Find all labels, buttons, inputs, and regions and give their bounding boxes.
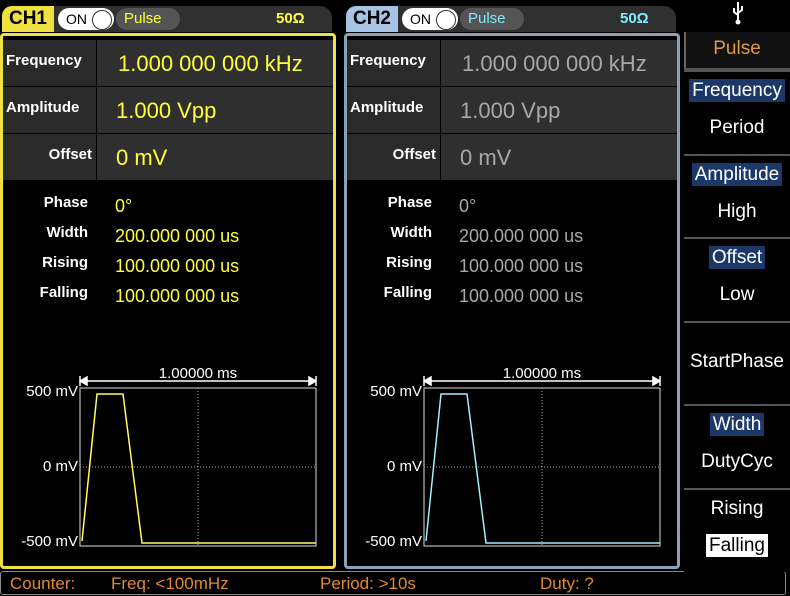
detail-value: 100.000 000 us [459,286,584,306]
status-duty: Duty: ? [540,574,594,593]
status-freq: Freq: <100mHz [111,574,229,593]
detail-value: 200.000 000 us [115,226,240,246]
menu-primary-text[interactable]: Frequency [689,79,785,102]
detail-label: Phase [387,194,432,211]
param-value-cell [441,134,677,180]
channel-body [0,33,336,569]
menu-title: Pulse [684,38,790,70]
detail-value: 100.000 000 us [459,256,584,276]
y-label: -500 mV [365,533,422,550]
detail-label: Falling [383,284,432,301]
y-label: 0 mV [386,458,422,475]
detail-value: 100.000 000 us [115,256,240,276]
param-value: 0 mV [116,145,168,170]
menu-primary-text[interactable]: Width [709,413,765,436]
toggle-knob [436,10,456,30]
menu-secondary: Low [684,284,790,306]
menu-secondary-text[interactable]: Falling [706,533,768,557]
menu-primary-text[interactable]: Amplitude [691,162,783,186]
toggle-knob [92,10,112,30]
menu-secondary-text[interactable]: High [717,200,757,222]
detail-value: 0° [115,196,133,216]
param-label: Amplitude [6,99,80,116]
param-value-cell [97,40,333,86]
waveform-trace [425,393,660,544]
param-label-cell [347,87,440,133]
menu-secondary-text[interactable]: Low [719,284,755,305]
channel-waveform: Pulse [460,8,524,30]
menu-primary-text[interactable]: Rising [710,497,764,519]
y-label: 500 mV [370,383,422,400]
detail-label: Phase [43,194,88,211]
detail-label: Width [390,224,432,241]
span-arrow [78,375,318,387]
param-label: Frequency [350,52,426,69]
param-value: 1.000 Vpp [460,98,561,123]
param-label-cell [3,40,96,86]
detail-value: 100.000 000 us [115,286,240,306]
menu-secondary-text[interactable]: DutyCyc [701,451,773,472]
param-value-cell [97,134,333,180]
menu-secondary: Falling [684,533,790,557]
menu-primary: StartPhase [684,351,790,373]
status-counter: Counter: [10,574,76,593]
channel-name: CH1 [2,6,54,32]
waveform-trace [81,393,316,544]
channel-load: 50Ω [620,10,649,27]
time-span: 1.00000 ms [502,365,582,382]
param-value-cell [441,40,677,86]
menu-primary: Width [684,413,790,436]
param-value: 1.000 000 000 kHz [118,51,303,76]
time-span: 1.00000 ms [158,365,238,382]
channel-waveform: Pulse [116,8,180,30]
usb-icon [733,2,743,25]
menu-secondary-text[interactable]: Period [709,117,765,138]
menu-primary: Amplitude [684,162,790,186]
param-label: Offset [392,146,436,163]
param-label-cell [347,40,440,86]
param-value: 0 mV [460,145,512,170]
menu-primary: Rising [684,498,790,520]
y-label: -500 mV [21,533,78,550]
channel-name: CH2 [346,6,398,32]
detail-label: Falling [39,284,88,301]
param-value-cell [441,87,677,133]
param-label-cell [3,134,96,180]
param-label-cell [347,134,440,180]
y-label: 500 mV [26,383,78,400]
param-label: Amplitude [350,99,424,116]
menu-secondary: DutyCyc [684,451,790,473]
param-label-cell [3,87,96,133]
param-label: Offset [48,146,92,163]
detail-value: 200.000 000 us [459,226,584,246]
menu-primary: Frequency [684,79,790,102]
detail-value: 0° [459,196,477,216]
waveform-preview [422,375,662,547]
y-label: 0 mV [42,458,78,475]
status-bar [0,571,786,595]
menu-button[interactable] [684,320,790,405]
channel-panel: CH2 ON Pulse 50Ω Frequency 1.000 000 000 kHz A… [344,0,680,569]
menu-secondary: Period [684,117,790,139]
detail-label: Width [46,224,88,241]
param-label: Frequency [6,52,82,69]
param-value: 1.000 000 000 kHz [462,51,647,76]
param-value: 1.000 Vpp [116,98,217,123]
detail-label: Rising [386,254,432,271]
menu-primary: Offset [684,246,790,269]
waveform-preview [78,375,318,547]
menu-button[interactable] [684,487,790,572]
param-value-cell [97,87,333,133]
channel-panel: CH1 ON Pulse 50Ω Frequency 1.000 000 000 kHz A… [0,0,336,569]
menu-primary-text[interactable]: StartPhase [690,350,784,372]
span-arrow [422,375,662,387]
status-period: Period: >10s [320,574,416,593]
channel-load: 50Ω [276,10,305,27]
channel-body [344,33,680,569]
menu-secondary: High [684,201,790,223]
menu-primary-text[interactable]: Offset [708,246,766,269]
detail-label: Rising [42,254,88,271]
